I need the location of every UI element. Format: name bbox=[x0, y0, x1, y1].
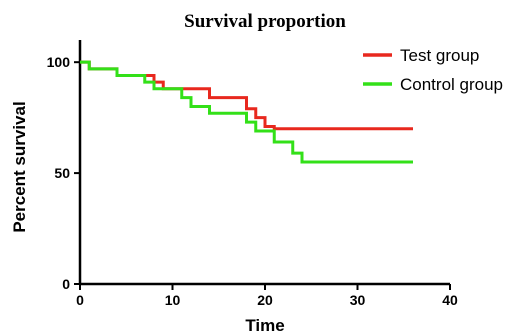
chart-title: Survival proportion bbox=[184, 11, 346, 32]
x-tick-label: 0 bbox=[76, 292, 84, 308]
legend-label: Test group bbox=[400, 46, 479, 65]
y-tick-label: 0 bbox=[62, 276, 70, 292]
legend: Test group Control group bbox=[363, 46, 503, 94]
y-tick-label: 100 bbox=[47, 54, 71, 70]
y-tick-label: 50 bbox=[54, 165, 70, 181]
x-tick-label: 10 bbox=[165, 292, 181, 308]
x-axis-label: Time bbox=[245, 316, 284, 335]
y-axis-label: Percent survival bbox=[10, 101, 29, 232]
x-tick-label: 40 bbox=[442, 292, 458, 308]
series-line-control-group bbox=[80, 60, 413, 164]
series-layer bbox=[80, 60, 413, 164]
x-tick-label: 20 bbox=[257, 292, 273, 308]
x-tick-label: 30 bbox=[350, 292, 366, 308]
legend-label: Control group bbox=[400, 75, 503, 94]
axes: 0 10 20 30 40 0 50 100 bbox=[47, 40, 458, 308]
